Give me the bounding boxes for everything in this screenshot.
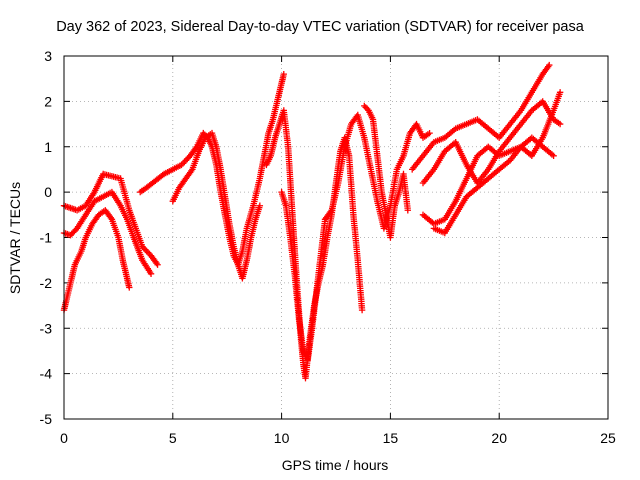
series-5 — [263, 107, 366, 382]
y-axis-label: SDTVAR / TECUs — [7, 182, 23, 294]
data-point — [144, 249, 152, 256]
y-tick-label: -3 — [40, 320, 53, 336]
data-points — [60, 61, 564, 382]
data-point — [184, 155, 191, 162]
data-point — [361, 102, 368, 110]
data-point — [256, 202, 264, 209]
data-point — [280, 70, 287, 78]
series-2 — [60, 207, 133, 314]
series-4 — [169, 129, 264, 282]
x-tick-label: 10 — [274, 430, 290, 446]
data-point — [556, 120, 564, 128]
y-tick-label: 3 — [44, 48, 52, 64]
series-8 — [361, 102, 412, 241]
data-point — [362, 104, 369, 111]
grid-lines — [64, 56, 608, 419]
x-axis-label: GPS time / hours — [282, 457, 389, 473]
data-point — [426, 129, 433, 137]
series-9 — [409, 61, 553, 173]
y-tick-label: -4 — [40, 366, 53, 382]
x-tick-label: 20 — [491, 430, 507, 446]
x-tick-label: 5 — [169, 430, 177, 446]
y-tick-label: -2 — [40, 275, 53, 291]
series-11 — [419, 98, 564, 187]
y-tick-label: 0 — [44, 184, 52, 200]
data-point — [142, 246, 149, 253]
data-point — [556, 89, 564, 96]
data-point — [546, 61, 553, 69]
data-point — [143, 247, 150, 255]
axis-ticks: 0 5 10 15 20 25 -5 -4 -3 -2 -1 0 1 2 3 — [40, 48, 616, 446]
chart-title: Day 362 of 2023, Sidereal Day-to-day VTE… — [56, 19, 585, 35]
data-point — [404, 207, 412, 214]
y-tick-label: -1 — [40, 230, 53, 246]
series-7 — [321, 111, 433, 232]
y-tick-label: 2 — [44, 93, 52, 109]
series-1 — [60, 188, 155, 277]
plot-frame — [63, 55, 609, 420]
x-tick-label: 15 — [383, 430, 399, 446]
data-point — [358, 306, 366, 314]
x-tick-label: 25 — [600, 430, 616, 446]
series-10 — [419, 89, 564, 228]
data-point — [154, 261, 161, 268]
data-point — [147, 270, 155, 277]
series-0 — [60, 170, 161, 268]
x-tick-label: 0 — [60, 430, 68, 446]
series-3 — [137, 70, 287, 268]
y-tick-label: 1 — [44, 139, 52, 155]
data-point — [126, 284, 133, 291]
data-point — [550, 152, 557, 160]
data-point — [181, 158, 188, 166]
y-tick-label: -5 — [40, 411, 53, 427]
series-12 — [430, 134, 557, 237]
